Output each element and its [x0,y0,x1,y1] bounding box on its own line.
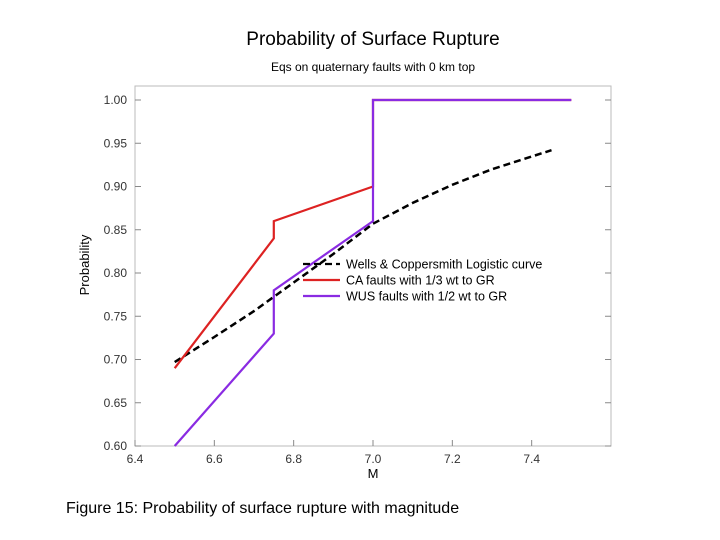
series-group [173,98,572,447]
legend-entry: Wells & Coppersmith Logistic curve [346,258,542,272]
x-tick-label: 6.6 [206,452,223,466]
y-tick-label: 0.60 [104,439,128,453]
chart: Probability of Surface Rupture Eqs on qu… [77,29,612,481]
y-tick-label: 1.00 [104,93,128,107]
x-tick-label: 6.4 [127,452,144,466]
x-tick-label: 7.4 [523,452,540,466]
x-tick-label: 7.2 [444,452,461,466]
y-tick-label: 0.80 [104,266,128,280]
y-tick-label: 0.65 [104,396,128,410]
figure-caption: Figure 15: Probability of surface ruptur… [66,500,460,517]
axis-ticks: 0.60 0.65 0.70 0.75 0.80 0.85 0.90 0.95 1.00 6.4 6… [104,93,611,466]
series-wus-faults [173,98,572,447]
legend: Wells & Coppersmith Logistic curve CA fau… [303,258,542,304]
y-tick-label: 0.70 [104,353,128,367]
legend-entry: WUS faults with 1/2 wt to GR [346,290,507,304]
y-tick-label: 0.90 [104,180,128,194]
y-axis-label: Probability [77,234,92,295]
x-tick-label: 7.0 [365,452,382,466]
chart-subtitle: Eqs on quaternary faults with 0 km top [271,60,475,74]
legend-entry: CA faults with 1/3 wt to GR [346,274,495,288]
x-tick-label: 6.8 [285,452,302,466]
y-tick-label: 0.85 [104,223,128,237]
chart-title: Probability of Surface Rupture [246,29,499,50]
series-logistic-curve [174,149,552,364]
x-axis-label: M [368,466,379,481]
y-tick-label: 0.95 [104,136,128,150]
y-tick-label: 0.75 [104,309,128,323]
